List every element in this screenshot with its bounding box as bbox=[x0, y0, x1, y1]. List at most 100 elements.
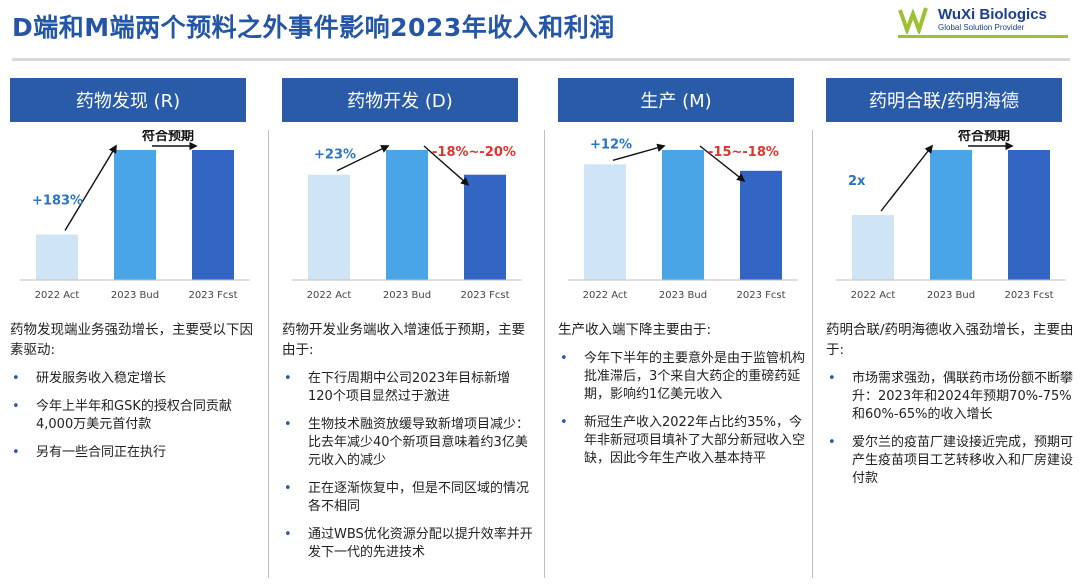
bullet-dot-icon: • bbox=[284, 527, 292, 542]
page-title: D端和M端两个预料之外事件影响2023年收入和利润 bbox=[12, 13, 615, 42]
bullet-dot-icon: • bbox=[12, 399, 20, 414]
bullet-dot-icon: • bbox=[284, 371, 292, 386]
forecast-arrow bbox=[423, 145, 470, 186]
growth-label: +23% bbox=[314, 148, 356, 163]
logo-subtitle: Global Solution Provider bbox=[938, 23, 1025, 32]
bullet-text: 新冠生产收入2022年占比约35%，今年非新冠项目填补了大部分新冠收入空缺，因此… bbox=[584, 415, 806, 466]
bullet-text: 今年上半年和GSK的授权合同贡献4,000万美元首付款 bbox=[36, 399, 232, 432]
company-logo: WuXi Biologics Global Solution Provider bbox=[898, 4, 1068, 38]
column-manufacturing: 生产 (M) 2022 Act 2023 Bud 2023 Fcst +12% -15~… bbox=[544, 70, 810, 582]
x-axis-label: 2022 Act bbox=[307, 290, 352, 301]
forecast-label: -15~-18% bbox=[708, 145, 779, 160]
column-header: 药物开发 (D) bbox=[282, 78, 518, 122]
growth-label: +183% bbox=[32, 194, 83, 209]
bar-2023-fcst bbox=[192, 150, 234, 280]
bullet-text: 通过WBS优化资源分配以提升效率并开发下一代的先进技术 bbox=[308, 527, 533, 560]
bullet-dot-icon: • bbox=[284, 481, 292, 496]
bullet-text: 爱尔兰的疫苗厂建设接近完成，预期可产生疫苗项目工艺转移收入和厂房建设付款 bbox=[852, 435, 1074, 486]
growth-arrow bbox=[880, 144, 934, 212]
revenue-bar-chart: 2022 Act 2023 Bud 2023 Fcst 2x 符合预期 bbox=[836, 130, 1066, 301]
bullet-text: 生物技术融资放缓导致新增项目减少：比去年减少40个新项目意味着约3亿美元收入的减… bbox=[308, 417, 530, 468]
column-discovery: 药物发现 (R) 2022 Act 2023 Bud 2023 Fcst +183% 符… bbox=[0, 70, 262, 582]
bar-2022-act bbox=[36, 234, 78, 280]
column-lead-text: 药物发现端业务强劲增长，主要受以下因素驱动: bbox=[10, 322, 253, 358]
bar-2022-act bbox=[308, 174, 350, 280]
bullet-text: 另有一些合同正在执行 bbox=[36, 445, 167, 460]
x-axis-label: 2023 Bud bbox=[383, 290, 431, 301]
bullet-item: • 市场需求强劲，偶联药市场份额不断攀升：2023年和2024年预期70%-75%… bbox=[816, 370, 1078, 424]
bar-2022-act bbox=[584, 164, 626, 280]
growth-arrow bbox=[612, 143, 666, 161]
revenue-bar-chart: 2022 Act 2023 Bud 2023 Fcst +12% -15~-18% bbox=[568, 137, 798, 301]
bullet-item: • 通过WBS优化资源分配以提升效率并开发下一代的先进技术 bbox=[272, 526, 534, 562]
revenue-bar-chart: 2022 Act 2023 Bud 2023 Fcst +183% 符合预期 bbox=[20, 130, 250, 301]
column-divider bbox=[812, 130, 813, 578]
forecast-label: 符合预期 bbox=[958, 130, 1010, 144]
column-body: 药物开发业务端收入增速低于预期，主要由于: • 在下行周期中公司2023年目标新增… bbox=[272, 320, 534, 572]
logo-name: WuXi Biologics bbox=[938, 6, 1047, 23]
bullet-item: • 今年下半年的主要意外是由于监管机构批准滞后，3个来自大药企的重磅药延期，影响约… bbox=[548, 350, 810, 404]
bullet-item: • 爱尔兰的疫苗厂建设接近完成，预期可产生疫苗项目工艺转移收入和厂房建设付款 bbox=[816, 434, 1078, 488]
bullet-item: • 生物技术融资放缓导致新增项目减少：比去年减少40个新项目意味着约3亿美元收入的… bbox=[272, 416, 534, 470]
bullet-item: • 研发服务收入稳定增长 bbox=[0, 370, 262, 388]
growth-label: 2x bbox=[848, 174, 866, 189]
bar-2023-bud bbox=[930, 150, 972, 280]
bar-2023-bud bbox=[114, 150, 156, 280]
column-lead-text: 药明合联/药明海德收入强劲增长，主要由于: bbox=[826, 322, 1074, 358]
title-divider bbox=[12, 58, 1070, 61]
bullet-item: • 在下行周期中公司2023年目标新增120个项目显然过于激进 bbox=[272, 370, 534, 406]
bullet-item: • 正在逐渐恢复中，但是不同区域的情况各不相同 bbox=[272, 480, 534, 516]
bullet-text: 今年下半年的主要意外是由于监管机构批准滞后，3个来自大药企的重磅药延期，影响约1… bbox=[584, 351, 806, 402]
x-axis-label: 2022 Act bbox=[35, 290, 80, 301]
x-axis-label: 2023 Fcst bbox=[736, 290, 785, 301]
growth-label: +12% bbox=[590, 137, 632, 152]
column-lead-text: 药物开发业务端收入增速低于预期，主要由于: bbox=[282, 322, 525, 358]
column-wuxi-xdc-vaccines: 药明合联/药明海德 2022 Act 2023 Bud 2023 Fcst 2x 符合预… bbox=[812, 70, 1078, 582]
bar-2022-act bbox=[852, 215, 894, 280]
column-divider bbox=[268, 130, 269, 578]
column-header: 药明合联/药明海德 bbox=[826, 78, 1062, 122]
bar-2023-bud bbox=[662, 150, 704, 280]
x-axis-label: 2022 Act bbox=[851, 290, 896, 301]
bullet-list: • 在下行周期中公司2023年目标新增120个项目显然过于激进 • 生物技术融资放缓导… bbox=[272, 370, 534, 562]
column-body: 药物发现端业务强劲增长，主要受以下因素驱动: • 研发服务收入稳定增长 • 今年上半年… bbox=[0, 320, 262, 472]
column-development: 药物开发 (D) 2022 Act 2023 Bud 2023 Fcst +23% -1… bbox=[268, 70, 534, 582]
logo-underline bbox=[898, 35, 1068, 38]
column-lead-text: 生产收入端下降主要由于: bbox=[558, 322, 712, 338]
bullet-item: • 另有一些合同正在执行 bbox=[0, 444, 262, 462]
x-axis-label: 2023 Fcst bbox=[1004, 290, 1053, 301]
bar-2023-fcst bbox=[464, 174, 506, 280]
x-axis-label: 2022 Act bbox=[583, 290, 628, 301]
forecast-label: 符合预期 bbox=[142, 130, 194, 144]
column-divider bbox=[544, 130, 545, 578]
x-axis-label: 2023 Bud bbox=[659, 290, 707, 301]
forecast-label: -18%~-20% bbox=[432, 145, 516, 160]
x-axis-label: 2023 Bud bbox=[927, 290, 975, 301]
column-header: 药物发现 (R) bbox=[10, 78, 246, 122]
bullet-list: • 今年下半年的主要意外是由于监管机构批准滞后，3个来自大药企的重磅药延期，影响约… bbox=[548, 350, 810, 468]
x-axis-label: 2023 Fcst bbox=[188, 290, 237, 301]
growth-arrow bbox=[64, 144, 117, 231]
logo-mark-icon bbox=[898, 7, 928, 37]
revenue-bar-chart: 2022 Act 2023 Bud 2023 Fcst +23% -18%~-20% bbox=[292, 145, 522, 301]
bullet-text: 市场需求强劲，偶联药市场份额不断攀升：2023年和2024年预期70%-75%和… bbox=[852, 371, 1074, 422]
bullet-item: • 今年上半年和GSK的授权合同贡献4,000万美元首付款 bbox=[0, 398, 262, 434]
bullet-dot-icon: • bbox=[12, 445, 20, 460]
bar-2023-fcst bbox=[1008, 150, 1050, 280]
bullet-dot-icon: • bbox=[828, 371, 836, 386]
bullet-text: 在下行周期中公司2023年目标新增120个项目显然过于激进 bbox=[308, 371, 511, 404]
bar-2023-fcst bbox=[740, 170, 782, 280]
x-axis-label: 2023 Bud bbox=[111, 290, 159, 301]
bullet-dot-icon: • bbox=[560, 415, 568, 430]
bullet-dot-icon: • bbox=[12, 371, 20, 386]
bullet-item: • 新冠生产收入2022年占比约35%，今年非新冠项目填补了大部分新冠收入空缺，因… bbox=[548, 414, 810, 468]
bar-2023-bud bbox=[386, 150, 428, 280]
bullet-dot-icon: • bbox=[284, 417, 292, 432]
bullet-text: 研发服务收入稳定增长 bbox=[36, 371, 167, 386]
bullet-text: 正在逐渐恢复中，但是不同区域的情况各不相同 bbox=[308, 481, 530, 514]
bullet-dot-icon: • bbox=[828, 435, 836, 450]
growth-arrow bbox=[336, 145, 390, 172]
x-axis-label: 2023 Fcst bbox=[460, 290, 509, 301]
forecast-arrow bbox=[699, 145, 746, 182]
bullet-list: • 研发服务收入稳定增长 • 今年上半年和GSK的授权合同贡献4,000万美元首付款 •… bbox=[0, 370, 262, 462]
